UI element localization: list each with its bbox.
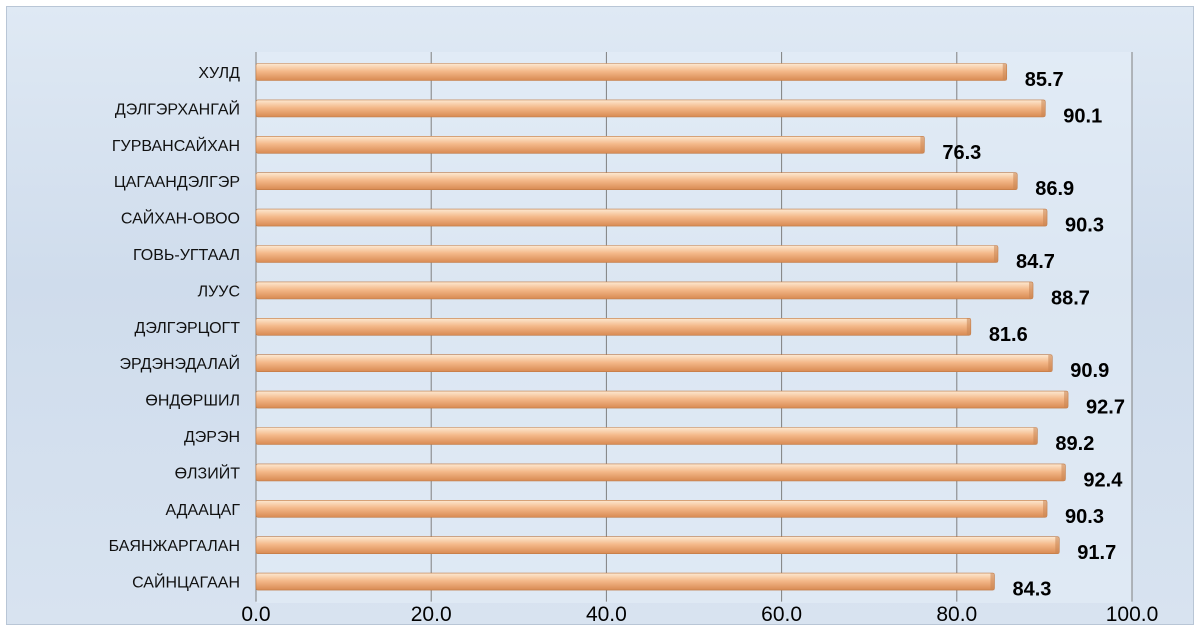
x-tick-label: 100.0 bbox=[1106, 603, 1159, 625]
value-label: 85.7 bbox=[1025, 69, 1064, 91]
value-label: 89.2 bbox=[1055, 433, 1094, 455]
value-label: 90.1 bbox=[1063, 105, 1102, 127]
bar bbox=[255, 354, 1053, 373]
bar-end-cap bbox=[966, 318, 971, 336]
category-label: ЦАГААНДЭЛГЭР bbox=[114, 174, 240, 191]
bar bbox=[255, 463, 1066, 482]
bar-end-cap bbox=[1043, 209, 1048, 227]
category-label: АДААЦАГ bbox=[165, 502, 240, 519]
value-label: 92.4 bbox=[1083, 469, 1123, 491]
x-tick-label: 0.0 bbox=[241, 603, 270, 625]
category-labels: ХУЛД ДЭЛГЭРХАНГАЙ ГУРВАНСАЙХАН ЦАГААНДЭЛГЭР… bbox=[109, 65, 241, 592]
category-label: ДЭЛГЭРЦОГТ bbox=[134, 320, 240, 337]
bar bbox=[255, 172, 1018, 190]
x-axis-tick-labels: 0.0 20.0 40.0 60.0 80.0 100.0 bbox=[241, 603, 1159, 625]
bar-end-cap bbox=[1029, 281, 1034, 299]
category-label: ДЭЛГЭРХАНГАЙ bbox=[115, 99, 240, 118]
bar bbox=[255, 499, 1048, 518]
bars bbox=[255, 63, 1069, 591]
bar-end-cap bbox=[1033, 427, 1038, 445]
x-tick-label: 60.0 bbox=[761, 603, 802, 625]
bar bbox=[255, 136, 925, 154]
category-label: ӨЛЗИЙТ bbox=[175, 463, 241, 482]
x-tick-label: 80.0 bbox=[936, 603, 977, 625]
bar-end-cap bbox=[993, 245, 998, 263]
category-label: САЙНЦАГААН bbox=[132, 573, 240, 592]
value-label: 90.3 bbox=[1065, 506, 1104, 528]
x-tick-label: 20.0 bbox=[411, 603, 452, 625]
bar-end-cap bbox=[1064, 391, 1069, 409]
bar-chart: ХУЛД ДЭЛГЭРХАНГАЙ ГУРВАНСАЙХАН ЦАГААНДЭЛГЭР… bbox=[109, 52, 1159, 625]
bar bbox=[255, 99, 1046, 118]
category-label: САЙХАН-ОВОО bbox=[121, 209, 240, 228]
bar bbox=[255, 390, 1069, 409]
bar bbox=[255, 208, 1048, 227]
value-label: 84.3 bbox=[1012, 579, 1051, 601]
bar-end-cap bbox=[1002, 63, 1007, 81]
chart-frame: ХУЛД ДЭЛГЭРХАНГАЙ ГУРВАНСАЙХАН ЦАГААНДЭЛГЭР… bbox=[6, 6, 1194, 625]
bar-end-cap bbox=[1055, 536, 1060, 554]
category-label: ДЭРЭН bbox=[184, 429, 240, 446]
bar-end-cap bbox=[1041, 99, 1046, 117]
bar-end-cap bbox=[1048, 354, 1053, 372]
bar bbox=[255, 281, 1034, 300]
category-label: БАЯНЖАРГАЛАН bbox=[109, 538, 240, 555]
category-label: ХУЛД bbox=[198, 65, 240, 82]
bar-end-cap bbox=[1043, 500, 1048, 518]
value-labels: 85.7 90.1 76.3 86.9 90.3 84.7 88.7 81.6 90.9 92.7… bbox=[942, 69, 1125, 601]
value-label: 90.3 bbox=[1065, 215, 1104, 237]
value-label: 81.6 bbox=[989, 324, 1028, 346]
value-label: 86.9 bbox=[1035, 178, 1074, 200]
bar bbox=[255, 572, 995, 591]
value-label: 91.7 bbox=[1077, 542, 1116, 564]
value-label: 76.3 bbox=[942, 142, 981, 164]
value-label: 88.7 bbox=[1051, 287, 1090, 309]
category-label: ЭРДЭНЭДАЛАЙ bbox=[120, 354, 241, 373]
bar bbox=[255, 536, 1060, 555]
category-label: ӨНДӨРШИЛ bbox=[145, 393, 240, 410]
x-tick-label: 40.0 bbox=[586, 603, 627, 625]
bar-end-cap bbox=[1013, 172, 1018, 190]
bar-end-cap bbox=[990, 573, 995, 591]
value-label: 90.9 bbox=[1070, 360, 1109, 382]
bar bbox=[255, 63, 1008, 81]
value-label: 84.7 bbox=[1016, 251, 1055, 273]
bar-end-cap bbox=[1061, 463, 1066, 481]
bar bbox=[255, 427, 1038, 445]
value-label: 92.7 bbox=[1086, 397, 1125, 419]
category-label: ГОВЬ-УГТААЛ bbox=[133, 247, 240, 264]
bar bbox=[255, 245, 999, 263]
bar bbox=[255, 317, 972, 336]
bar-end-cap bbox=[920, 136, 925, 154]
category-label: ЛУУС bbox=[198, 283, 240, 300]
category-label: ГУРВАНСАЙХАН bbox=[112, 136, 240, 155]
